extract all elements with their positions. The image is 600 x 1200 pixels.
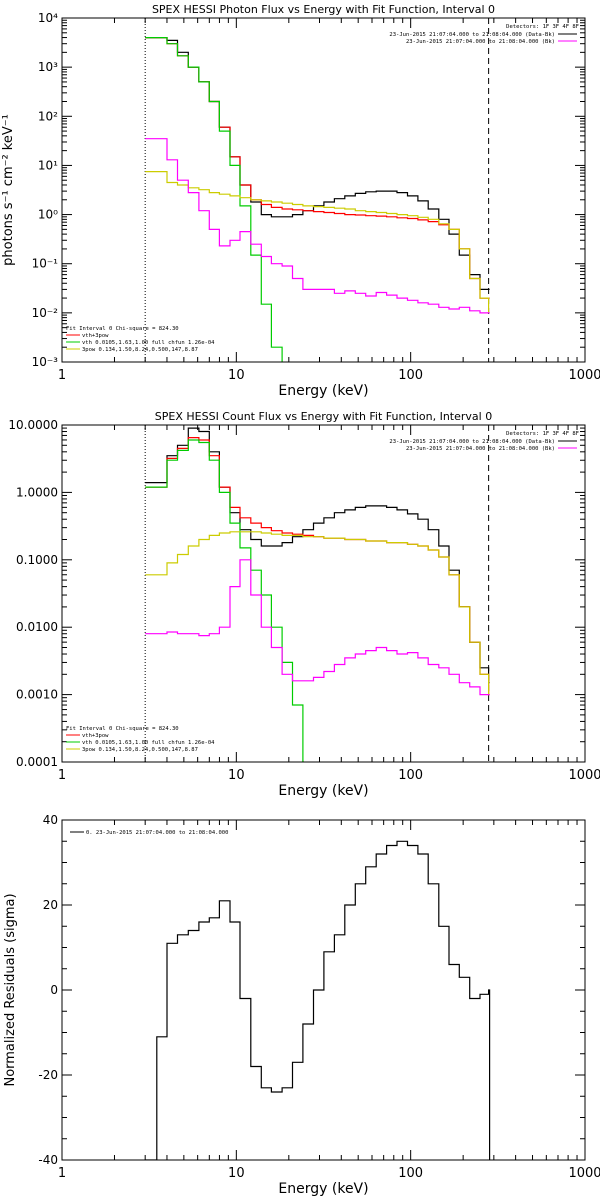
y-tick-label: 10⁻² — [32, 306, 59, 320]
y-tick-label: 0.1000 — [16, 553, 58, 567]
series-line-2 — [145, 437, 490, 696]
legend-item-text: vth+3pow — [82, 733, 109, 739]
legend-left: 0. 23-Jun-2015 21:07:04.000 to 21:08:04.… — [70, 830, 228, 836]
series-line-2 — [145, 37, 490, 299]
chart-title: SPEX HESSI Count Flux vs Energy with Fit… — [155, 410, 492, 423]
series-group — [145, 427, 490, 762]
y-tick-label: 10³ — [38, 60, 58, 74]
plot-frame — [61, 17, 586, 363]
x-tick-label: 10 — [228, 768, 245, 783]
legend-item-text: 23-Jun-2015 21:07:04.000 to 21:08:04.000… — [406, 39, 555, 45]
y-axis-label: Normalized Residuals (sigma) — [3, 893, 18, 1086]
legend-header: Fit Interval 0 Chi-square = 824.30 — [66, 726, 179, 732]
y-tick-label: 10⁴ — [38, 11, 58, 25]
legend-right: Detectors: 1F 3F 4F 8F 23-Jun-2015 21:07:… — [389, 431, 579, 452]
plot-frame — [61, 819, 586, 1161]
y-tick-label: -40 — [38, 1153, 58, 1167]
y-tick-label: 0.0001 — [16, 755, 58, 769]
legend-item-text: vth 0.0105,1.63,1.00 full chfun 1.26e-04 — [82, 740, 215, 746]
legend-item-text: 23-Jun-2015 21:07:04.000 to 21:08:04.000… — [406, 446, 555, 452]
legend-item-text: vth+3pow — [82, 333, 109, 339]
panel-1: SPEX HESSI Photon Flux vs Energy with Fi… — [1, 3, 600, 399]
series-line-4 — [145, 531, 490, 696]
y-tick-label: 1.0000 — [16, 485, 58, 499]
legend-item-text: 0. 23-Jun-2015 21:07:04.000 to 21:08:04.… — [86, 830, 228, 836]
y-tick-label: 0.0010 — [16, 688, 58, 702]
x-axis-label: Energy (keV) — [278, 383, 368, 399]
series-line-1 — [145, 840, 491, 1160]
legend-item-text: 23-Jun-2015 21:07:04.000 to 21:08:04.000… — [389, 439, 555, 445]
legend-header: Fit Interval 0 Chi-square = 824.30 — [66, 326, 179, 332]
legend-header: Detectors: 1F 3F 4F 8F — [506, 24, 579, 30]
x-tick-label: 1 — [58, 1166, 66, 1181]
y-tick-label: 10¹ — [38, 158, 58, 172]
x-tick-label: 100 — [398, 768, 423, 783]
x-tick-label: 1000 — [568, 1166, 600, 1181]
legend-item-text: vth 0.0105,1.63,1.00 full chfun 1.26e-04 — [82, 340, 215, 346]
x-tick-label: 1 — [58, 768, 66, 783]
legend-item-text: 3pow 0.134,1.50,8.24,0.500,147,8.87 — [82, 347, 198, 353]
series-line-3 — [145, 439, 304, 762]
legend-right: Detectors: 1F 3F 4F 8F 23-Jun-2015 21:07:… — [389, 24, 579, 45]
legend-item-text: 3pow 0.134,1.50,8.24,0.500,147,8.87 — [82, 747, 198, 753]
chart-title: SPEX HESSI Photon Flux vs Energy with Fi… — [152, 3, 495, 16]
y-tick-label: 0 — [50, 983, 58, 997]
series-group — [145, 37, 490, 362]
plot-frame — [61, 424, 586, 763]
y-axis-label: photons s⁻¹ cm⁻² keV⁻¹ — [1, 114, 16, 266]
legend-item-text: 23-Jun-2015 21:07:04.000 to 21:08:04.000… — [389, 32, 555, 38]
x-tick-label: 100 — [398, 368, 423, 383]
x-tick-label: 1000 — [568, 768, 600, 783]
x-tick-label: 10 — [228, 368, 245, 383]
y-tick-label: 0.0100 — [16, 620, 58, 634]
y-tick-label: 10⁰ — [38, 208, 58, 222]
legend-left: Fit Interval 0 Chi-square = 824.30vth+3p… — [66, 726, 215, 753]
series-line-5 — [145, 559, 490, 696]
y-tick-label: -20 — [38, 1068, 58, 1082]
y-tick-label: 10⁻¹ — [32, 257, 59, 271]
x-axis-label: Energy (keV) — [278, 1181, 368, 1197]
x-tick-label: 10 — [228, 1166, 245, 1181]
series-line-4 — [145, 171, 490, 314]
y-tick-label: 10.0000 — [8, 418, 58, 432]
series-line-5 — [145, 138, 490, 314]
series-line-1 — [145, 37, 490, 290]
y-tick-label: 10² — [38, 109, 58, 123]
series-line-1 — [145, 427, 490, 684]
series-line-3 — [145, 37, 283, 362]
panel-2: SPEX HESSI Count Flux vs Energy with Fit… — [8, 410, 600, 799]
x-tick-label: 100 — [398, 1166, 423, 1181]
x-tick-label: 1000 — [568, 368, 600, 383]
x-tick-label: 1 — [58, 368, 66, 383]
legend-header: Detectors: 1F 3F 4F 8F — [506, 431, 579, 437]
y-tick-label: 20 — [43, 898, 58, 912]
legend-left: Fit Interval 0 Chi-square = 824.30vth+3p… — [66, 326, 215, 353]
y-tick-label: 40 — [43, 813, 58, 827]
series-group — [145, 840, 491, 1160]
y-tick-label: 10⁻³ — [32, 355, 59, 369]
x-axis-label: Energy (keV) — [278, 783, 368, 799]
panel-3: 1 10 100 1000 -40 -20 0 20 40 Energy (keV) Normali… — [3, 813, 600, 1197]
